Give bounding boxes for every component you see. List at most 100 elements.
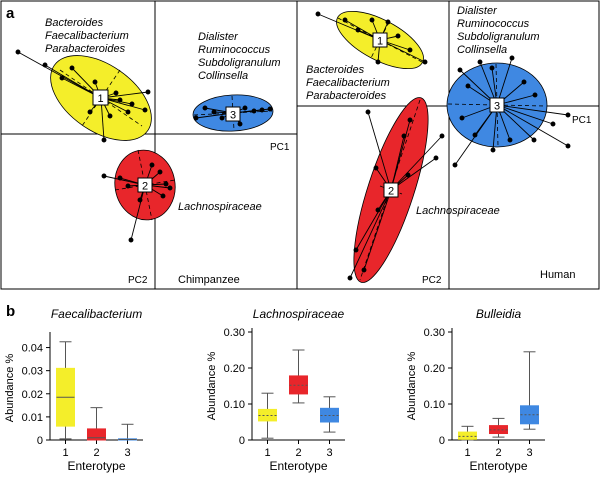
human-plot: 1 <box>297 1 599 289</box>
human-point <box>407 47 413 53</box>
chimp-marker-1 <box>92 89 109 106</box>
human-point <box>565 112 571 118</box>
human-point <box>395 33 401 39</box>
y-axis-label: Abundance % <box>4 354 16 423</box>
chart-title: Bulleidia <box>476 307 522 321</box>
human-point <box>369 17 375 23</box>
chimp-pc2-label: PC2 <box>128 275 148 286</box>
human-marker-3 <box>489 97 505 113</box>
human-point <box>401 133 407 139</box>
human-point <box>452 162 458 168</box>
chimp-point <box>42 62 48 68</box>
y-tick-label: 0 <box>239 435 245 447</box>
y-tick-label: 0.10 <box>224 399 245 411</box>
chimp-taxa-3: Dialister Ruminococcus Subdoligranulum C… <box>198 31 284 82</box>
x-tick-label: 2 <box>93 447 99 459</box>
y-tick-label: 0.01 <box>22 412 43 424</box>
chimp-point <box>160 193 166 199</box>
human-taxa-1-line: Parabacteroides <box>306 90 387 102</box>
human-point <box>375 59 381 65</box>
human-pc1-label: PC1 <box>572 115 592 126</box>
chimp-name: Chimpanzee <box>178 274 240 286</box>
chimp-marker-3-label: 3 <box>230 110 236 122</box>
chimp-point <box>101 173 107 179</box>
human-name: Human <box>540 269 575 281</box>
chimp-taxa-1: Bacteroides Faecalibacterium Parabactero… <box>45 17 132 55</box>
chart-title: Faecalibacterium <box>51 307 142 321</box>
human-point <box>477 59 483 65</box>
human-spokes-2 <box>347 109 445 281</box>
human-marker-2-label: 2 <box>388 186 394 198</box>
chimp-point <box>193 115 199 121</box>
human-taxa-1-line: Faecalibacterium <box>306 77 390 89</box>
chimp-taxa-1-line: Parabacteroides <box>45 43 126 55</box>
chimp-marker-2 <box>137 177 153 193</box>
human-taxa-3: Dialister Ruminococcus Subdoligranulum C… <box>457 5 543 56</box>
human-point <box>532 92 538 98</box>
chimp-point <box>219 115 225 121</box>
human-marker-3-label: 3 <box>494 101 500 113</box>
y-axis-label: Abundance % <box>406 352 418 421</box>
panel-a-frame <box>0 0 600 290</box>
y-tick-label: 0.20 <box>424 363 445 375</box>
human-point <box>405 172 411 178</box>
chimp-point <box>145 89 151 95</box>
x-tick-label: 1 <box>62 447 68 459</box>
chimp-point <box>15 49 21 55</box>
human-marker-2 <box>383 182 399 198</box>
panel-b: b Faecalibacterium 0 0.01 0.02 0.03 0.04 Abund… <box>4 303 545 473</box>
human-point <box>531 137 537 143</box>
chart-title: Lachnospiraceae <box>253 307 345 321</box>
chimp-point <box>142 107 148 113</box>
chimp-marker-1-label: 1 <box>97 93 103 105</box>
chimp-taxa-1-line: Bacteroides <box>45 17 104 29</box>
chimp-taxa-1-line: Faecalibacterium <box>45 30 129 42</box>
box-chart-3: Bulleidia 0 0.10 0.20 0.30 Abundance % 1 2 3Ente… <box>406 307 545 473</box>
human-point <box>489 65 495 71</box>
panel-a: a <box>0 0 600 290</box>
y-tick-label: 0 <box>439 435 445 447</box>
box-1 <box>458 431 477 440</box>
chimp-point <box>101 137 107 143</box>
chimp-point <box>237 121 243 127</box>
chimp-taxa-3-line: Ruminococcus <box>198 44 271 56</box>
box-2 <box>87 428 106 441</box>
chimp-point <box>129 101 135 107</box>
human-taxa-3-line: Subdoligranulum <box>457 31 540 43</box>
human-point <box>565 143 571 149</box>
box-chart-1: Faecalibacterium 0 0.01 0.02 0.03 0.04 Abundan… <box>4 307 143 473</box>
chimp-point <box>149 162 155 168</box>
y-tick-label: 0.03 <box>22 366 43 378</box>
human-marker-1 <box>372 32 388 48</box>
chimp-axis-3a <box>193 110 273 116</box>
chimp-point <box>125 109 131 115</box>
y-tick-label: 0.30 <box>424 327 445 339</box>
y-tick-label: 0.02 <box>22 389 43 401</box>
x-tick-label: 1 <box>264 447 270 459</box>
chimp-point <box>202 105 208 111</box>
y-tick-label: 0 <box>37 435 43 447</box>
x-tick-label: 1 <box>464 447 470 459</box>
human-taxa-2: Lachnospiraceae <box>416 205 500 217</box>
human-point <box>353 247 359 253</box>
chimp-point <box>117 97 123 103</box>
chimp-taxa-3-line: Collinsella <box>198 70 248 82</box>
x-axis-label: Enterotype <box>469 459 527 473</box>
panel-b-label: b <box>6 303 15 320</box>
human-point <box>465 83 471 89</box>
chimp-point <box>125 183 131 189</box>
x-axis-label: Enterotype <box>67 459 125 473</box>
human-point <box>315 11 321 17</box>
chimp-taxa-3-line: Dialister <box>198 31 239 43</box>
human-taxa-1: Bacteroides Faecalibacterium Parabactero… <box>306 64 393 102</box>
chimp-point <box>167 185 173 191</box>
x-tick-label: 3 <box>124 447 130 459</box>
human-point <box>509 55 515 61</box>
chimp-marker-2-label: 2 <box>142 181 148 193</box>
human-taxa-3-line: Ruminococcus <box>457 18 530 30</box>
chimp-spokes-1 <box>15 49 151 143</box>
chimp-axis-1b <box>81 69 121 127</box>
human-point <box>490 147 496 153</box>
chimp-point <box>137 197 143 203</box>
